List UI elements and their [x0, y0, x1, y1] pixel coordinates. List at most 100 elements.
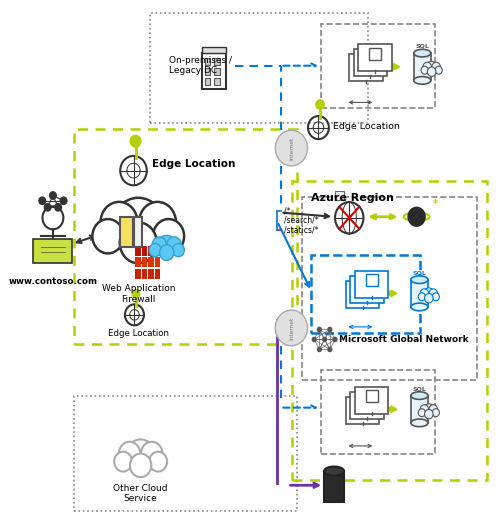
Circle shape [50, 192, 56, 199]
FancyBboxPatch shape [135, 246, 141, 256]
Text: Internet: Internet [289, 316, 294, 340]
FancyBboxPatch shape [349, 54, 382, 81]
FancyBboxPatch shape [358, 45, 392, 72]
Text: *: * [434, 199, 438, 209]
Circle shape [418, 409, 426, 417]
FancyBboxPatch shape [148, 246, 154, 256]
FancyBboxPatch shape [148, 269, 154, 279]
FancyBboxPatch shape [350, 392, 384, 419]
Circle shape [139, 202, 176, 243]
FancyBboxPatch shape [154, 258, 160, 268]
FancyBboxPatch shape [346, 281, 380, 308]
FancyBboxPatch shape [154, 269, 160, 279]
Circle shape [429, 405, 438, 414]
Circle shape [92, 219, 124, 253]
Circle shape [424, 410, 433, 419]
Circle shape [424, 294, 433, 303]
FancyBboxPatch shape [142, 269, 148, 279]
FancyBboxPatch shape [154, 246, 160, 256]
Ellipse shape [414, 49, 431, 57]
Text: SQL: SQL [412, 386, 426, 391]
FancyBboxPatch shape [214, 68, 220, 75]
FancyBboxPatch shape [350, 276, 384, 303]
Ellipse shape [411, 276, 428, 284]
Text: SQL: SQL [416, 44, 429, 49]
FancyBboxPatch shape [411, 395, 428, 423]
Circle shape [55, 204, 62, 211]
FancyBboxPatch shape [135, 269, 141, 279]
Circle shape [423, 62, 432, 72]
FancyBboxPatch shape [355, 387, 388, 414]
Circle shape [112, 198, 165, 257]
Circle shape [130, 454, 152, 477]
Text: /search/*: /search/* [284, 216, 318, 225]
Text: www.contoso.com: www.contoso.com [8, 277, 98, 286]
Circle shape [432, 293, 440, 301]
Circle shape [432, 62, 440, 72]
Text: /statics/*: /statics/* [284, 225, 318, 234]
Circle shape [132, 290, 140, 298]
Circle shape [160, 245, 174, 260]
Circle shape [44, 204, 51, 211]
FancyBboxPatch shape [214, 78, 220, 85]
FancyBboxPatch shape [334, 191, 344, 200]
FancyBboxPatch shape [34, 239, 72, 263]
Circle shape [429, 289, 438, 298]
Circle shape [120, 222, 157, 263]
Text: SQL: SQL [412, 270, 426, 276]
Circle shape [418, 293, 426, 301]
Circle shape [428, 67, 436, 76]
Text: Internet: Internet [289, 136, 294, 160]
Circle shape [153, 219, 184, 253]
Circle shape [149, 243, 161, 257]
Circle shape [156, 235, 177, 258]
Circle shape [322, 338, 326, 341]
Circle shape [328, 328, 332, 332]
Text: Edge Location: Edge Location [152, 159, 236, 169]
Circle shape [316, 100, 324, 109]
Circle shape [39, 197, 46, 205]
Circle shape [420, 289, 428, 298]
FancyBboxPatch shape [355, 271, 388, 298]
Circle shape [435, 66, 442, 74]
Circle shape [167, 237, 181, 253]
Ellipse shape [324, 466, 344, 475]
Circle shape [318, 328, 322, 332]
Ellipse shape [411, 303, 428, 311]
FancyBboxPatch shape [205, 68, 210, 75]
Circle shape [422, 288, 435, 302]
Ellipse shape [414, 76, 431, 84]
Circle shape [119, 442, 140, 465]
Circle shape [114, 452, 132, 472]
FancyBboxPatch shape [120, 217, 132, 247]
Text: Edge Location: Edge Location [332, 121, 400, 130]
Circle shape [328, 347, 332, 351]
FancyBboxPatch shape [214, 58, 220, 65]
Circle shape [421, 66, 428, 74]
Circle shape [149, 452, 167, 472]
FancyBboxPatch shape [411, 280, 428, 307]
Text: Web Application
Firewall: Web Application Firewall [102, 285, 175, 304]
Circle shape [126, 439, 156, 473]
Circle shape [172, 243, 184, 257]
FancyBboxPatch shape [202, 47, 226, 52]
Circle shape [422, 404, 435, 418]
Ellipse shape [411, 392, 428, 400]
Circle shape [100, 202, 138, 243]
Text: /*: /* [284, 207, 290, 216]
FancyBboxPatch shape [205, 78, 210, 85]
FancyBboxPatch shape [346, 396, 380, 424]
Circle shape [60, 197, 67, 205]
Text: Microsoft Global Network: Microsoft Global Network [339, 335, 468, 344]
Circle shape [276, 130, 308, 166]
FancyBboxPatch shape [324, 471, 344, 501]
FancyBboxPatch shape [134, 217, 142, 247]
Text: Edge Location: Edge Location [108, 329, 169, 338]
Circle shape [420, 405, 428, 414]
Ellipse shape [411, 419, 428, 427]
Text: Azure Region: Azure Region [312, 192, 394, 202]
Circle shape [152, 237, 166, 253]
FancyBboxPatch shape [354, 49, 387, 76]
Text: On-premises /
Legacy DC: On-premises / Legacy DC [169, 56, 232, 75]
FancyBboxPatch shape [205, 58, 210, 65]
